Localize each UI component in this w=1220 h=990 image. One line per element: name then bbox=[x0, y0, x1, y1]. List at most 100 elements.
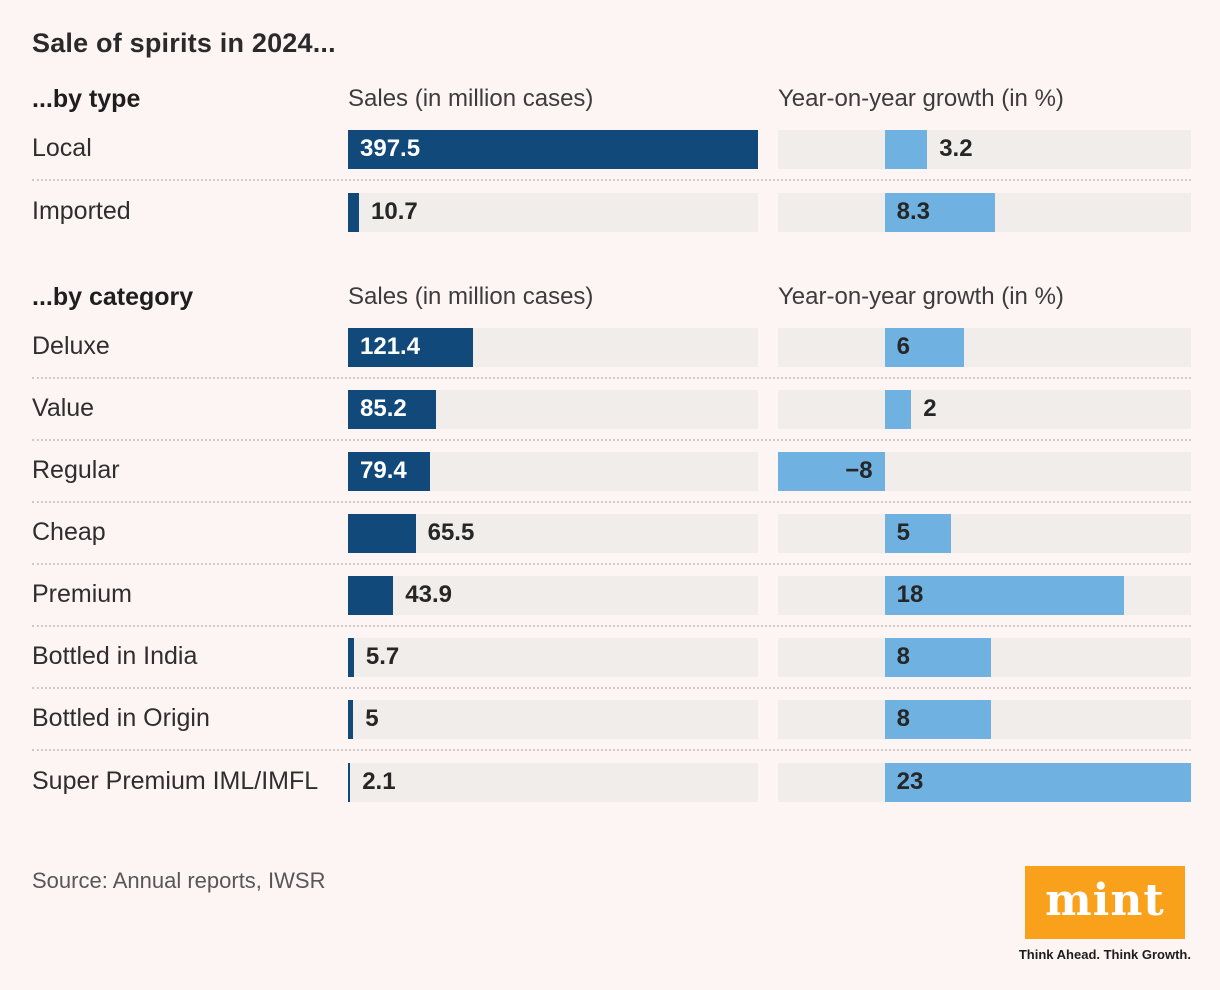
growth-bar bbox=[884, 192, 996, 232]
growth-bar bbox=[884, 575, 1125, 615]
table-row: Regular 79.4 −8 bbox=[32, 441, 1191, 503]
section-header-row: ...by type Sales (in million cases) Year-o… bbox=[32, 81, 1191, 117]
brand-block: mint Think Ahead. Think Growth. bbox=[1019, 866, 1191, 962]
growth-bar-track: 6 bbox=[778, 327, 1191, 367]
rows: Local 397.5 3.2 Imported 10.7 8.3 bbox=[32, 119, 1191, 243]
growth-value: 8 bbox=[896, 643, 910, 670]
table-row: Cheap 65.5 5 bbox=[32, 503, 1191, 565]
growth-value: 8 bbox=[896, 705, 910, 732]
row-label: Value bbox=[32, 394, 95, 423]
growth-bar bbox=[884, 129, 928, 169]
mint-logo-text: mint bbox=[1045, 874, 1165, 926]
growth-bar bbox=[778, 451, 885, 491]
sales-value: 5.7 bbox=[365, 643, 400, 670]
section-by-type: ...by type Sales (in million cases) Year-o… bbox=[32, 81, 1191, 243]
section-by-category: ...by category Sales (in million cases) Ye… bbox=[32, 279, 1191, 813]
sales-column-header: Sales (in million cases) bbox=[348, 283, 594, 310]
growth-column-header: Year-on-year growth (in %) bbox=[778, 283, 1064, 310]
growth-value: 18 bbox=[896, 581, 924, 608]
sales-bar-track: 43.9 bbox=[348, 575, 758, 615]
growth-bar-track: 23 bbox=[778, 762, 1191, 802]
table-row: Local 397.5 3.2 bbox=[32, 119, 1191, 181]
sales-value: 397.5 bbox=[360, 135, 421, 162]
growth-bar-track: 8.3 bbox=[778, 192, 1191, 232]
sales-bar bbox=[348, 192, 359, 232]
sales-value: 10.7 bbox=[371, 198, 418, 225]
sales-value: 5 bbox=[365, 705, 379, 732]
growth-bar bbox=[884, 513, 952, 553]
growth-column-header: Year-on-year growth (in %) bbox=[778, 85, 1064, 112]
sales-bar-track: 397.5 bbox=[348, 129, 758, 169]
sales-bar bbox=[348, 513, 416, 553]
sales-bar-track: 121.4 bbox=[348, 327, 758, 367]
growth-value: −8 bbox=[845, 457, 873, 484]
row-label: Imported bbox=[32, 197, 131, 226]
growth-bar-track: 5 bbox=[778, 513, 1191, 553]
mint-tagline: Think Ahead. Think Growth. bbox=[1018, 947, 1191, 962]
table-row: Imported 10.7 8.3 bbox=[32, 181, 1191, 243]
sales-value: 79.4 bbox=[360, 457, 407, 484]
growth-value: 23 bbox=[896, 768, 924, 795]
growth-bar-track: 8 bbox=[778, 637, 1191, 677]
table-row: Super Premium IML/IMFL 2.1 23 bbox=[32, 751, 1191, 813]
table-row: Bottled in India 5.7 8 bbox=[32, 627, 1191, 689]
row-label: Cheap bbox=[32, 518, 106, 547]
sales-bar bbox=[348, 129, 758, 169]
chart-title: Sale of spirits in 2024... bbox=[32, 28, 336, 58]
sales-bar-track: 2.1 bbox=[348, 762, 758, 802]
sales-value: 65.5 bbox=[427, 519, 475, 546]
sales-bar bbox=[348, 762, 351, 802]
sales-bar-track: 5.7 bbox=[348, 637, 758, 677]
sales-value: 2.1 bbox=[362, 768, 396, 795]
footer: Source: Annual reports, IWSR mint Think … bbox=[32, 866, 1191, 962]
row-label: Bottled in Origin bbox=[32, 704, 210, 733]
table-row: Deluxe 121.4 6 bbox=[32, 317, 1191, 379]
sales-bar bbox=[348, 451, 430, 491]
chart-sections: ...by type Sales (in million cases) Year-o… bbox=[0, 81, 1220, 813]
growth-value: 2 bbox=[923, 395, 937, 422]
source-note: Source: Annual reports, IWSR bbox=[32, 868, 326, 893]
growth-bar bbox=[884, 389, 912, 429]
growth-value: 6 bbox=[896, 333, 910, 360]
sales-bar bbox=[348, 637, 354, 677]
sales-bar bbox=[348, 575, 394, 615]
infographic-page: Sale of spirits in 2024... ...by type Sal… bbox=[0, 28, 1220, 990]
section-title: ...by type bbox=[32, 84, 141, 113]
sales-bar-track: 5 bbox=[348, 699, 758, 739]
sales-bar-track: 79.4 bbox=[348, 451, 758, 491]
growth-bar bbox=[884, 327, 965, 367]
growth-bar-track: 18 bbox=[778, 575, 1191, 615]
table-row: Value 85.2 2 bbox=[32, 379, 1191, 441]
sales-bar bbox=[348, 699, 354, 739]
growth-bar bbox=[884, 762, 1191, 802]
growth-bar-track: 8 bbox=[778, 699, 1191, 739]
growth-bar-track: 2 bbox=[778, 389, 1191, 429]
growth-bar bbox=[884, 637, 992, 677]
section-header-row: ...by category Sales (in million cases) Ye… bbox=[32, 279, 1191, 315]
sales-bar-track: 10.7 bbox=[348, 192, 758, 232]
mint-logo: mint bbox=[1024, 866, 1185, 939]
row-label: Local bbox=[32, 134, 92, 163]
section-title: ...by category bbox=[32, 282, 194, 311]
row-label: Super Premium IML/IMFL bbox=[32, 767, 319, 796]
sales-column-header: Sales (in million cases) bbox=[348, 85, 594, 112]
growth-value: 3.2 bbox=[939, 135, 973, 162]
growth-value: 8.3 bbox=[896, 198, 930, 225]
table-row: Bottled in Origin 5 8 bbox=[32, 689, 1191, 751]
sales-value: 85.2 bbox=[360, 395, 407, 422]
growth-bar-track: 3.2 bbox=[778, 129, 1191, 169]
growth-value: 5 bbox=[896, 519, 910, 546]
row-label: Regular bbox=[32, 456, 120, 485]
row-label: Premium bbox=[32, 580, 133, 609]
row-label: Deluxe bbox=[32, 332, 110, 361]
sales-bar-track: 85.2 bbox=[348, 389, 758, 429]
growth-bar-track: −8 bbox=[778, 451, 1191, 491]
sales-value: 121.4 bbox=[360, 333, 421, 360]
table-row: Premium 43.9 18 bbox=[32, 565, 1191, 627]
row-label: Bottled in India bbox=[32, 642, 198, 671]
sales-value: 43.9 bbox=[405, 581, 453, 608]
sales-bar-track: 65.5 bbox=[348, 513, 758, 553]
sales-bar bbox=[348, 389, 436, 429]
growth-bar bbox=[884, 699, 992, 739]
sales-bar bbox=[348, 327, 474, 367]
